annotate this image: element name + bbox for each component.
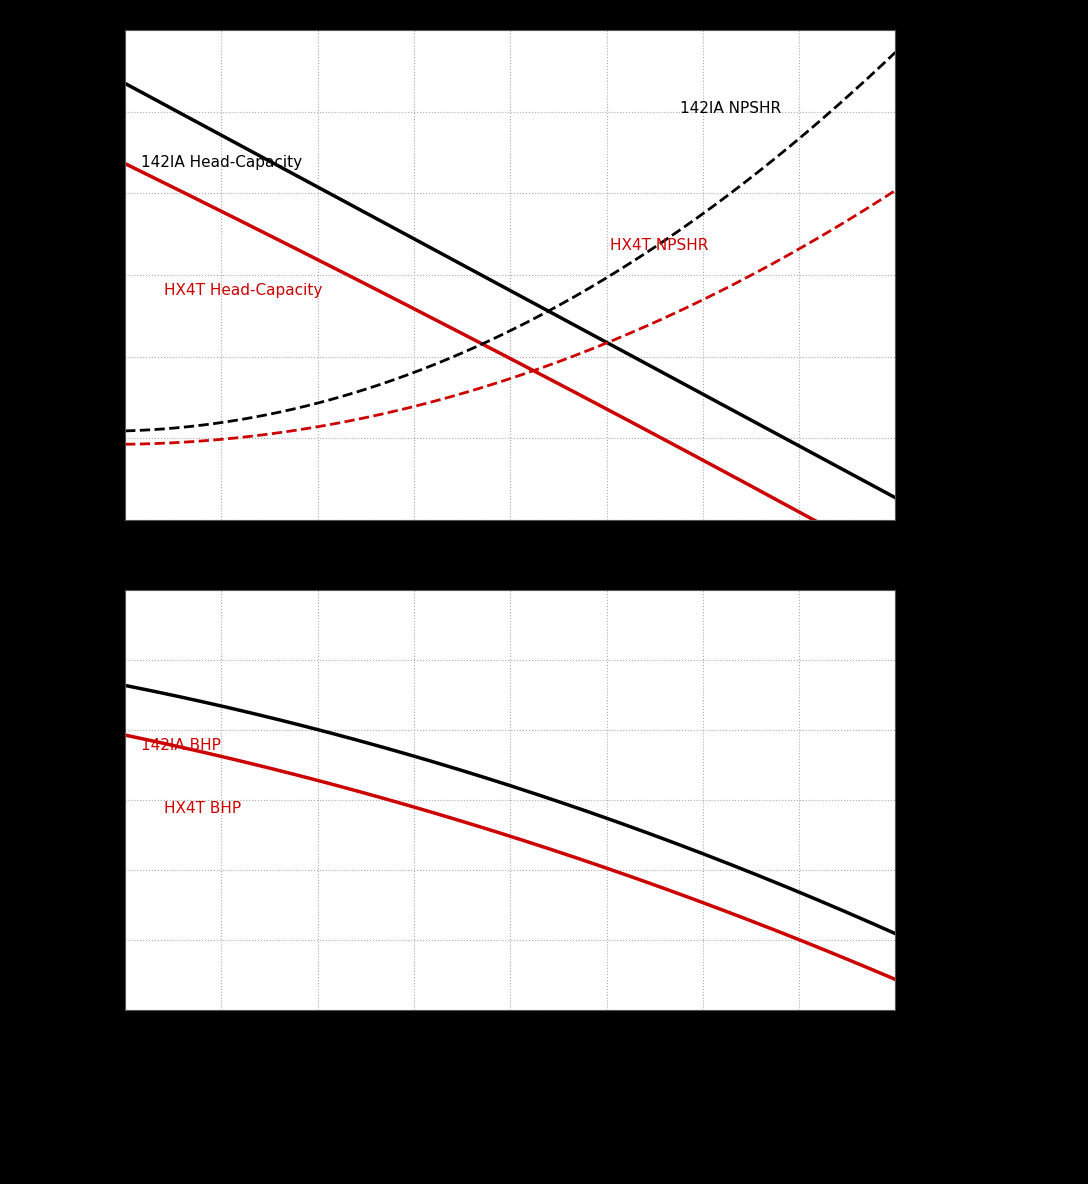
Text: HX4T Head-Capacity: HX4T Head-Capacity xyxy=(163,283,322,297)
Text: 142IA BHP: 142IA BHP xyxy=(140,738,221,753)
Text: 142IA Head-Capacity: 142IA Head-Capacity xyxy=(140,155,301,170)
Text: 142IA NPSHR: 142IA NPSHR xyxy=(680,102,781,116)
Text: HX4T BHP: HX4T BHP xyxy=(163,800,240,816)
Text: HX4T NPSHR: HX4T NPSHR xyxy=(610,238,708,253)
